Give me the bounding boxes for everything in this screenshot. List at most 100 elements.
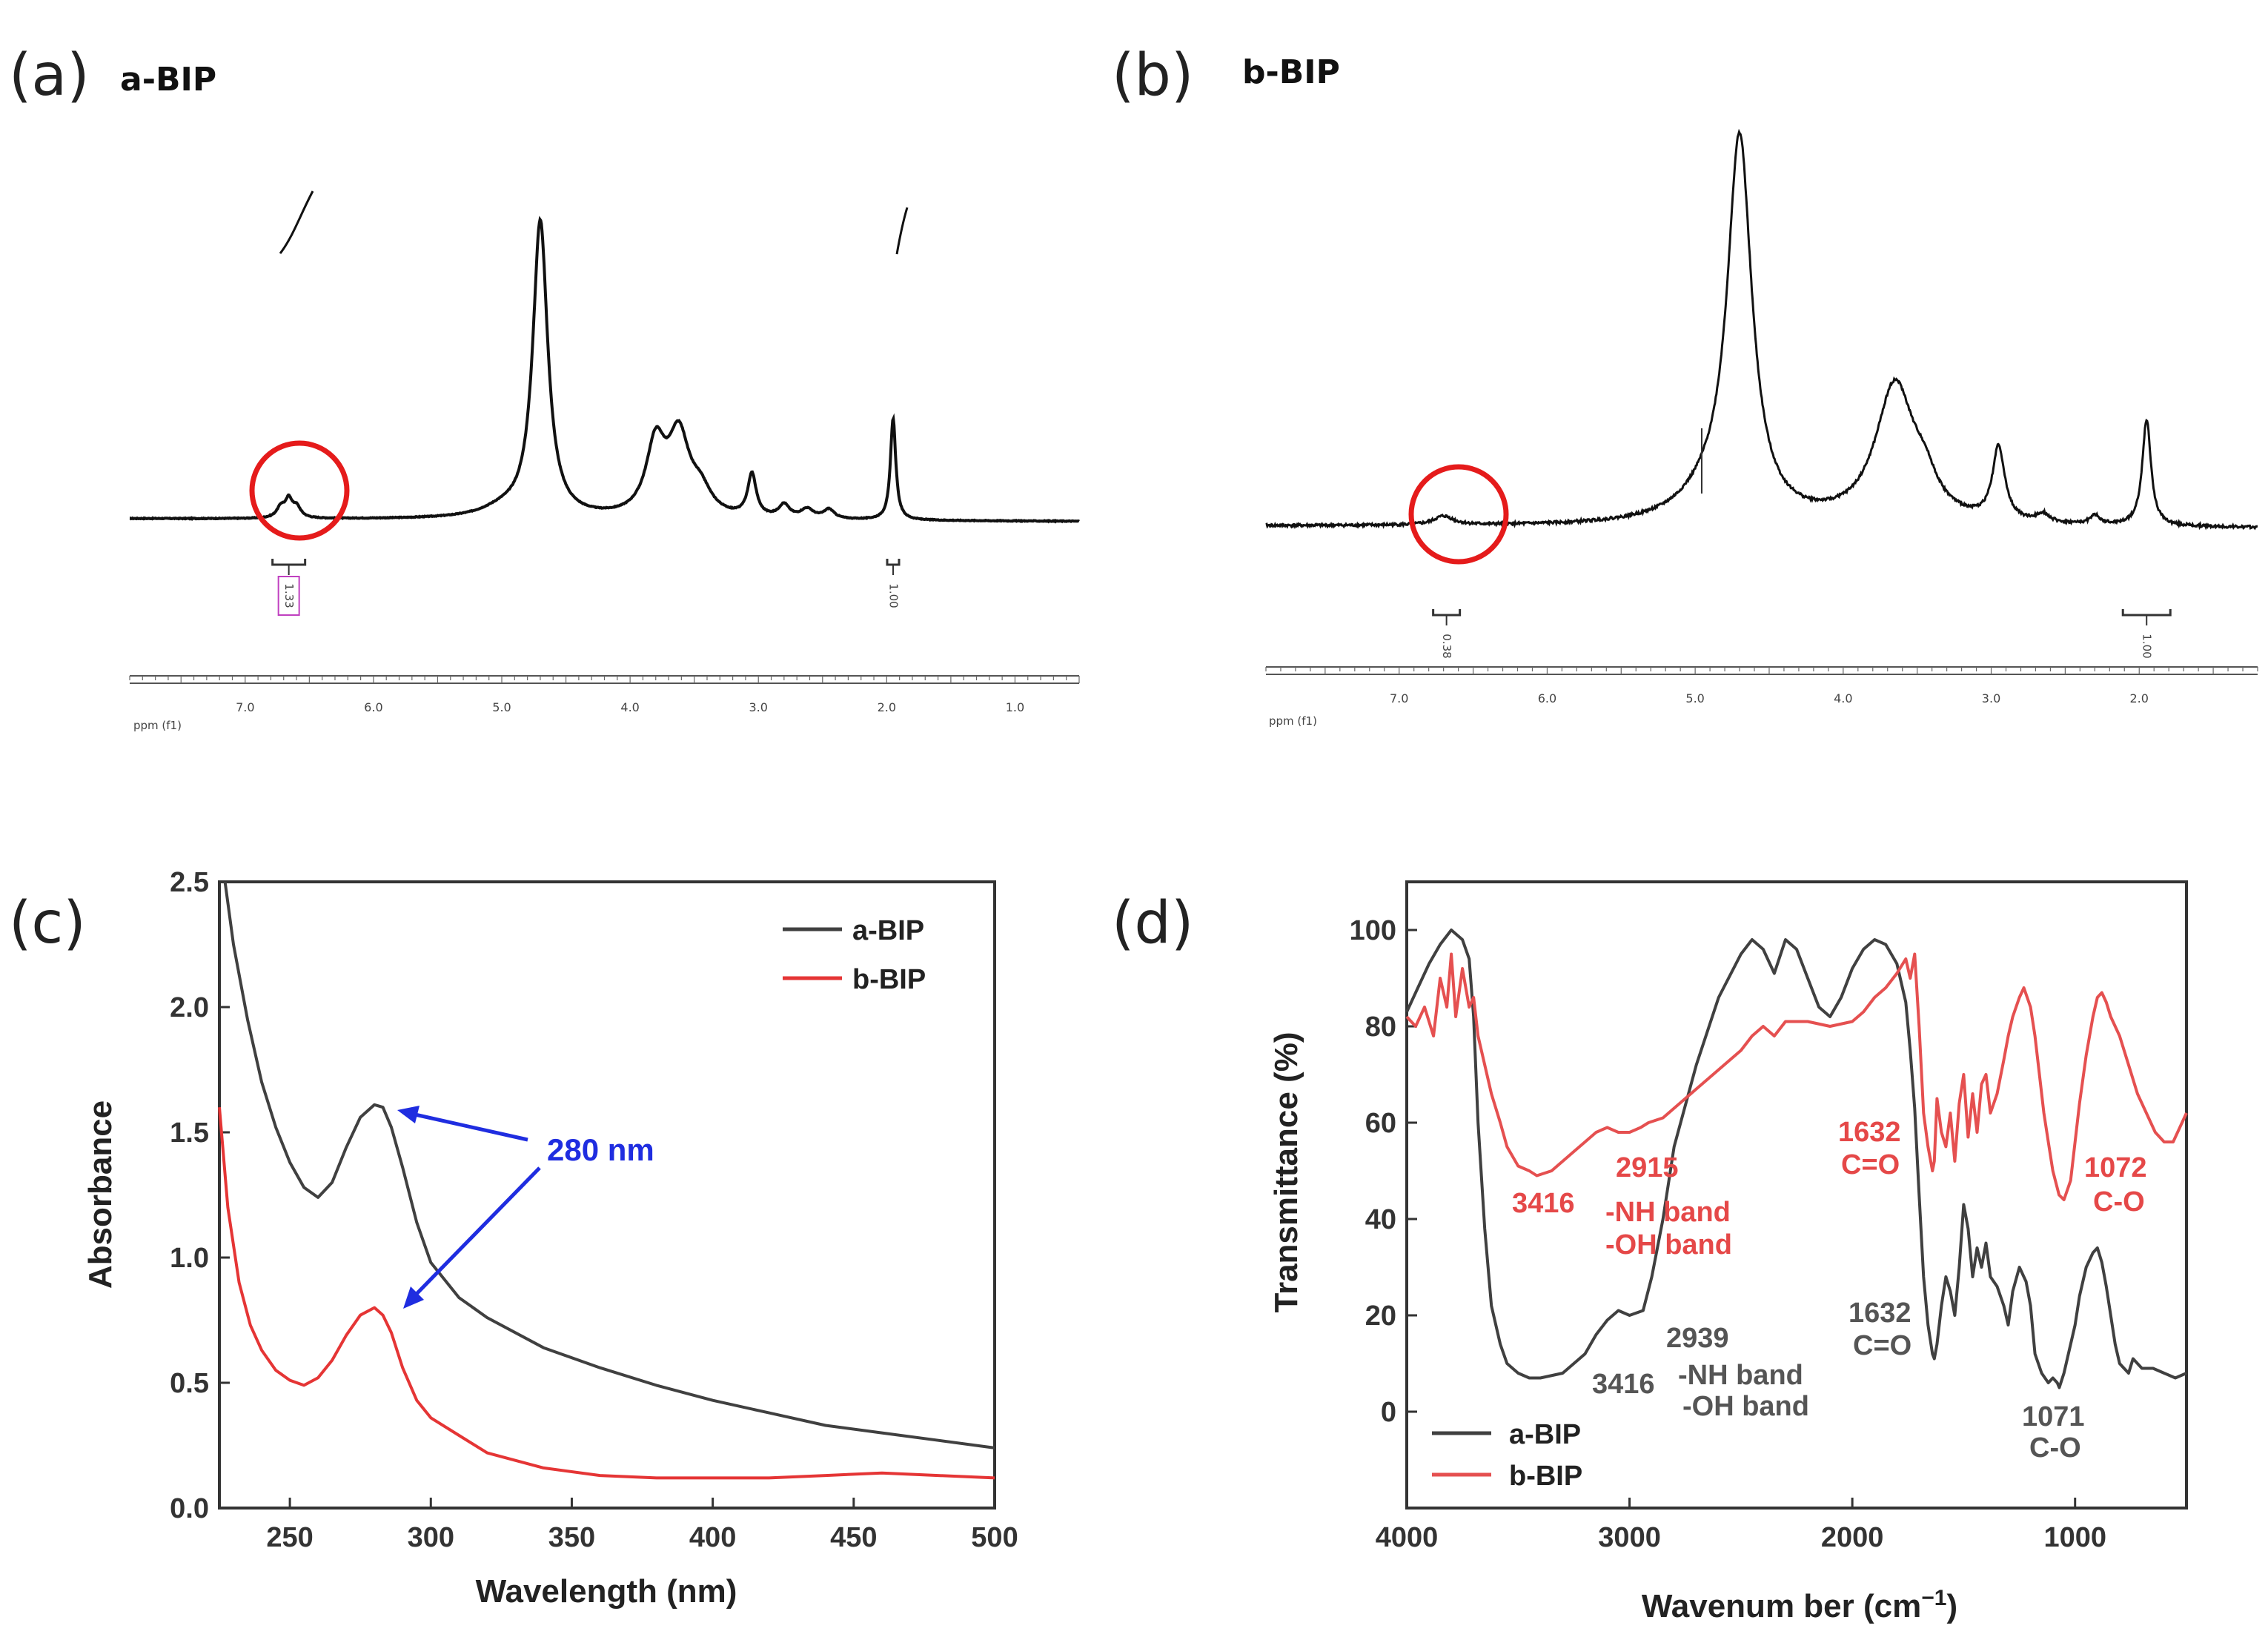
ann-gray-nh-band: -NH band bbox=[1678, 1360, 1803, 1391]
ann-red-nh-band: -NH band bbox=[1605, 1197, 1731, 1228]
panel-d-xlabel: Wavenum ber (cm−1) bbox=[1642, 1586, 1957, 1624]
panel-c-ytick-label: 2.5 bbox=[170, 867, 209, 898]
panel-b-tick-label: 6.0 bbox=[1538, 691, 1556, 705]
panel-c-ytick-label: 0.0 bbox=[170, 1493, 209, 1524]
panel-b-label: (b) bbox=[1112, 42, 1193, 109]
panel-b-title: b-BIP bbox=[1242, 53, 1340, 91]
panel-b-nmr: (b) b-BIP 0.38 1.00 7.0 6.0 5.0 4.0 3.0 2.0 pp… bbox=[1112, 42, 2258, 728]
ann-gray-1071: 1071 bbox=[2022, 1401, 2085, 1432]
panel-a-integral-curve-2 bbox=[895, 207, 909, 255]
panel-d-xtick-label: 4000 bbox=[1376, 1522, 1439, 1553]
panel-a-tick-label: 6.0 bbox=[364, 700, 382, 714]
panel-d-xtick-label: 3000 bbox=[1598, 1522, 1661, 1553]
panel-a-tick-label: 5.0 bbox=[492, 700, 511, 714]
arrow-to-b-bip-peak bbox=[415, 1166, 541, 1295]
ann-red-oh-band: -OH band bbox=[1605, 1229, 1732, 1261]
panel-a-title: a-BIP bbox=[120, 61, 216, 99]
panel-b-tick-label: 4.0 bbox=[1834, 691, 1852, 705]
ann-red-2915: 2915 bbox=[1616, 1152, 1679, 1183]
panel-a-integral-value: 1.33 bbox=[282, 583, 296, 608]
panel-c-ylabel: Absorbance bbox=[82, 1100, 119, 1289]
panel-b-integral-value: 1.00 bbox=[2141, 634, 2154, 658]
ann-gray-1632: 1632 bbox=[1848, 1298, 1911, 1329]
panel-a-nmr: (a) a-BIP 1.33 1.00 7.0 6.0 5.0 4.0 3.0 2.0 1.0… bbox=[9, 42, 1080, 732]
panel-a-tick-label: 3.0 bbox=[749, 700, 768, 714]
panel-b-tick-label: 5.0 bbox=[1685, 691, 1704, 705]
panel-d-gray-annotations: 2939 3416 -NH band -OH band 1632 C=O 107… bbox=[1592, 1298, 2085, 1464]
panel-a-tick-label: 2.0 bbox=[878, 700, 896, 714]
panel-b-spectrum-line bbox=[1265, 128, 2258, 531]
panel-c-ytick-label: 2.0 bbox=[170, 992, 209, 1023]
legend-label-b-bip-d: b-BIP bbox=[1509, 1461, 1582, 1492]
arrowhead-a-bip bbox=[397, 1106, 420, 1123]
panel-c-xtick-label: 300 bbox=[408, 1522, 454, 1553]
panel-a-integral-curve-1 bbox=[279, 190, 314, 254]
panel-c-uv: (c) 250 300 350 400 450 500 0.0 0.5 1.0 1.5 2.0 2.5… bbox=[9, 867, 1018, 1610]
panel-c-xtick-label: 250 bbox=[266, 1522, 313, 1553]
panel-c-series-b-bip bbox=[218, 1107, 995, 1480]
ann-red-1632: 1632 bbox=[1838, 1117, 1901, 1148]
panel-d-ftir: (d) 4000 3000 2000 1000 0 20 40 60 80 100 Wavenum… bbox=[1112, 880, 2188, 1624]
peak-annotation-label: 280 nm bbox=[547, 1132, 654, 1167]
panel-a-axis-unit: ppm (f1) bbox=[133, 719, 182, 732]
panel-c-xlabel: Wavelength (nm) bbox=[476, 1573, 737, 1610]
panel-c-ytick-label: 1.5 bbox=[170, 1117, 209, 1149]
ann-gray-c-o-double: C=O bbox=[1853, 1330, 1911, 1361]
panel-b-highlight-circle bbox=[1408, 464, 1509, 565]
panel-c-plot-frame bbox=[218, 880, 996, 1510]
panel-c-xtick-label: 450 bbox=[830, 1522, 877, 1553]
ann-gray-3416: 3416 bbox=[1592, 1369, 1655, 1400]
panel-d-plot-frame bbox=[1405, 880, 2188, 1510]
panel-a-integral-bracket bbox=[886, 559, 901, 566]
ann-red-c-o-double: C=O bbox=[1841, 1149, 1900, 1180]
panel-c-legend: a-BIP b-BIP bbox=[783, 915, 926, 995]
panel-b-integral-bracket bbox=[2121, 609, 2172, 617]
panel-c-ytick-label: 0.5 bbox=[170, 1368, 209, 1399]
panel-d-ylabel: Transmittance (%) bbox=[1268, 1032, 1304, 1313]
panel-d-series-b-bip bbox=[1405, 952, 2188, 1201]
panel-b-tick-label: 2.0 bbox=[2130, 691, 2149, 705]
panel-c-series-a-bip bbox=[223, 881, 995, 1449]
panel-a-integral-bracket bbox=[271, 559, 307, 566]
ann-gray-oh-band: -OH band bbox=[1682, 1391, 1809, 1422]
ann-gray-2939: 2939 bbox=[1666, 1323, 1729, 1354]
panel-c-xtick-label: 500 bbox=[971, 1522, 1018, 1553]
panel-d-ytick-label: 20 bbox=[1365, 1301, 1396, 1332]
panel-d-xtick-label: 2000 bbox=[1821, 1522, 1884, 1553]
panel-d-ytick-label: 100 bbox=[1350, 915, 1396, 946]
ann-gray-c-o: C-O bbox=[2029, 1432, 2081, 1464]
panel-c-xtick-label: 400 bbox=[689, 1522, 736, 1553]
panel-c-ytick-label: 1.0 bbox=[170, 1243, 209, 1274]
panel-a-tick-label: 7.0 bbox=[236, 700, 254, 714]
panel-d-ytick-label: 80 bbox=[1365, 1012, 1396, 1043]
panel-b-tick-label: 3.0 bbox=[1982, 691, 2000, 705]
panel-d-red-annotations: 3416 2915 -NH band -OH band 1632 C=O 107… bbox=[1512, 1117, 2147, 1261]
panel-b-axis-unit: ppm (f1) bbox=[1269, 714, 1317, 728]
panel-d-ytick-label: 40 bbox=[1365, 1204, 1396, 1235]
panel-d-xtick-label: 1000 bbox=[2043, 1522, 2106, 1553]
legend-label-a-bip: a-BIP bbox=[852, 915, 924, 946]
arrow-to-a-bip-peak bbox=[414, 1112, 528, 1142]
legend-label-b-bip: b-BIP bbox=[852, 964, 926, 995]
ann-red-3416: 3416 bbox=[1512, 1188, 1575, 1219]
panel-a-tick-label: 1.0 bbox=[1006, 700, 1024, 714]
panel-b-integral-bracket bbox=[1432, 609, 1462, 617]
panel-b-integral-value: 0.38 bbox=[1440, 634, 1453, 658]
arrowhead-b-bip bbox=[403, 1286, 424, 1309]
panel-d-legend: a-BIP b-BIP bbox=[1432, 1419, 1582, 1492]
panel-d-ytick-label: 60 bbox=[1365, 1108, 1396, 1139]
panel-a-highlight-circle bbox=[249, 440, 350, 541]
panel-c-label: (c) bbox=[9, 890, 86, 957]
panel-a-tick-label: 4.0 bbox=[620, 700, 639, 714]
panel-d-series-a-bip bbox=[1405, 929, 2187, 1389]
ann-red-c-o: C-O bbox=[2093, 1186, 2145, 1218]
ann-red-1072: 1072 bbox=[2084, 1152, 2147, 1183]
panel-d-label: (d) bbox=[1112, 890, 1193, 957]
panel-a-integral-box bbox=[277, 576, 300, 616]
panel-d-ytick-label: 0 bbox=[1381, 1397, 1396, 1428]
panel-c-xtick-label: 350 bbox=[548, 1522, 595, 1553]
panel-c-peak-annotation: 280 nm bbox=[397, 1106, 654, 1309]
panel-a-integral-value: 1.00 bbox=[886, 583, 900, 608]
panel-a-spectrum-line bbox=[129, 216, 1080, 524]
